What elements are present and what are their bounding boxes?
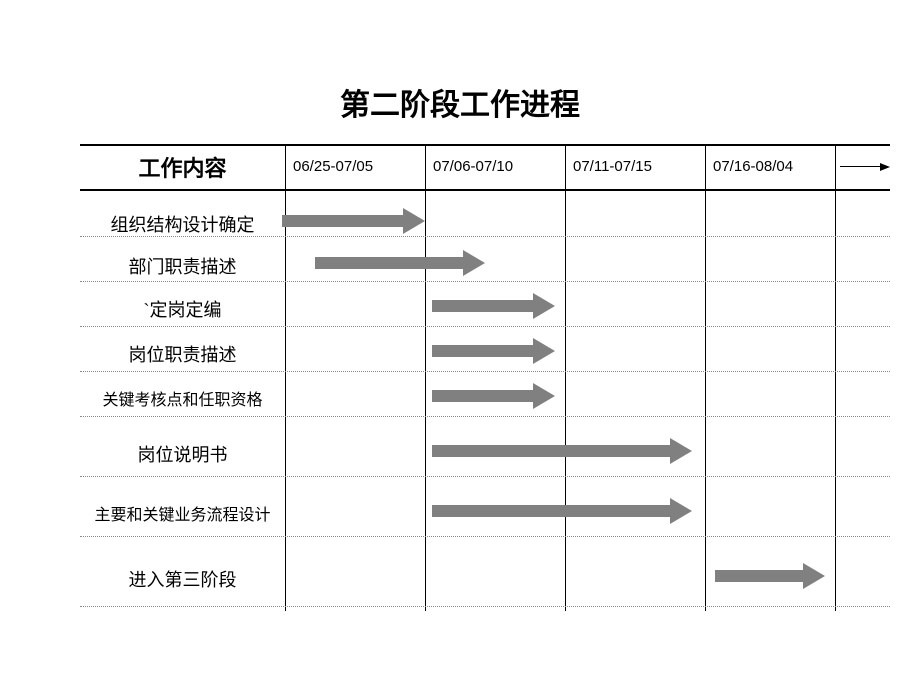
gantt-arrow-head-5 bbox=[670, 438, 692, 464]
gantt-bar-0 bbox=[282, 215, 403, 227]
header-date-0: 06/25-07/05 bbox=[285, 158, 425, 175]
gantt-bar-4 bbox=[432, 390, 533, 402]
row-divider-5 bbox=[80, 476, 890, 477]
row-divider-3 bbox=[80, 371, 890, 372]
task-row-1: 部门职责描述 bbox=[80, 253, 890, 279]
gantt-arrow-head-7 bbox=[803, 563, 825, 589]
task-label-2: `定岗定编 bbox=[80, 296, 285, 322]
gantt-arrow-head-6 bbox=[670, 498, 692, 524]
task-label-0: 组织结构设计确定 bbox=[80, 211, 285, 237]
task-label-6: 主要和关键业务流程设计 bbox=[80, 501, 285, 525]
row-divider-6 bbox=[80, 536, 890, 537]
gantt-bar-6 bbox=[432, 505, 670, 517]
gantt-chart: 工作内容 06/25-07/05 07/06-07/10 07/11-07/15… bbox=[80, 144, 890, 611]
chart-title: 第二阶段工作进程 bbox=[0, 0, 920, 144]
header-task-label: 工作内容 bbox=[80, 151, 285, 183]
row-divider-7 bbox=[80, 606, 890, 607]
header-date-1: 07/06-07/10 bbox=[425, 158, 565, 175]
gantt-bar-5 bbox=[432, 445, 670, 457]
row-divider-2 bbox=[80, 326, 890, 327]
header-date-2: 07/11-07/15 bbox=[565, 158, 705, 175]
gantt-bar-2 bbox=[432, 300, 533, 312]
row-divider-0 bbox=[80, 236, 890, 237]
gantt-arrow-head-2 bbox=[533, 293, 555, 319]
header-row: 工作内容 06/25-07/05 07/06-07/10 07/11-07/15… bbox=[80, 144, 890, 189]
gantt-arrow-head-0 bbox=[403, 208, 425, 234]
gantt-arrow-head-1 bbox=[463, 250, 485, 276]
row-divider-1 bbox=[80, 281, 890, 282]
gantt-arrow-head-3 bbox=[533, 338, 555, 364]
task-label-5: 岗位说明书 bbox=[80, 441, 285, 467]
gantt-bar-1 bbox=[315, 257, 463, 269]
header-date-3: 07/16-08/04 bbox=[705, 158, 835, 175]
task-label-7: 进入第三阶段 bbox=[80, 566, 285, 592]
row-divider-4 bbox=[80, 416, 890, 417]
timeline-arrow-head bbox=[880, 163, 890, 171]
timeline-arrow-line bbox=[840, 166, 880, 167]
task-label-1: 部门职责描述 bbox=[80, 253, 285, 279]
grid: 组织结构设计确定部门职责描述 `定岗定编岗位职责描述关键考核点和任职资格岗位说明书… bbox=[80, 191, 890, 611]
task-label-4: 关键考核点和任职资格 bbox=[80, 386, 285, 410]
gantt-bar-7 bbox=[715, 570, 803, 582]
gantt-bar-3 bbox=[432, 345, 533, 357]
task-label-3: 岗位职责描述 bbox=[80, 341, 285, 367]
task-row-0: 组织结构设计确定 bbox=[80, 211, 890, 237]
gantt-arrow-head-4 bbox=[533, 383, 555, 409]
